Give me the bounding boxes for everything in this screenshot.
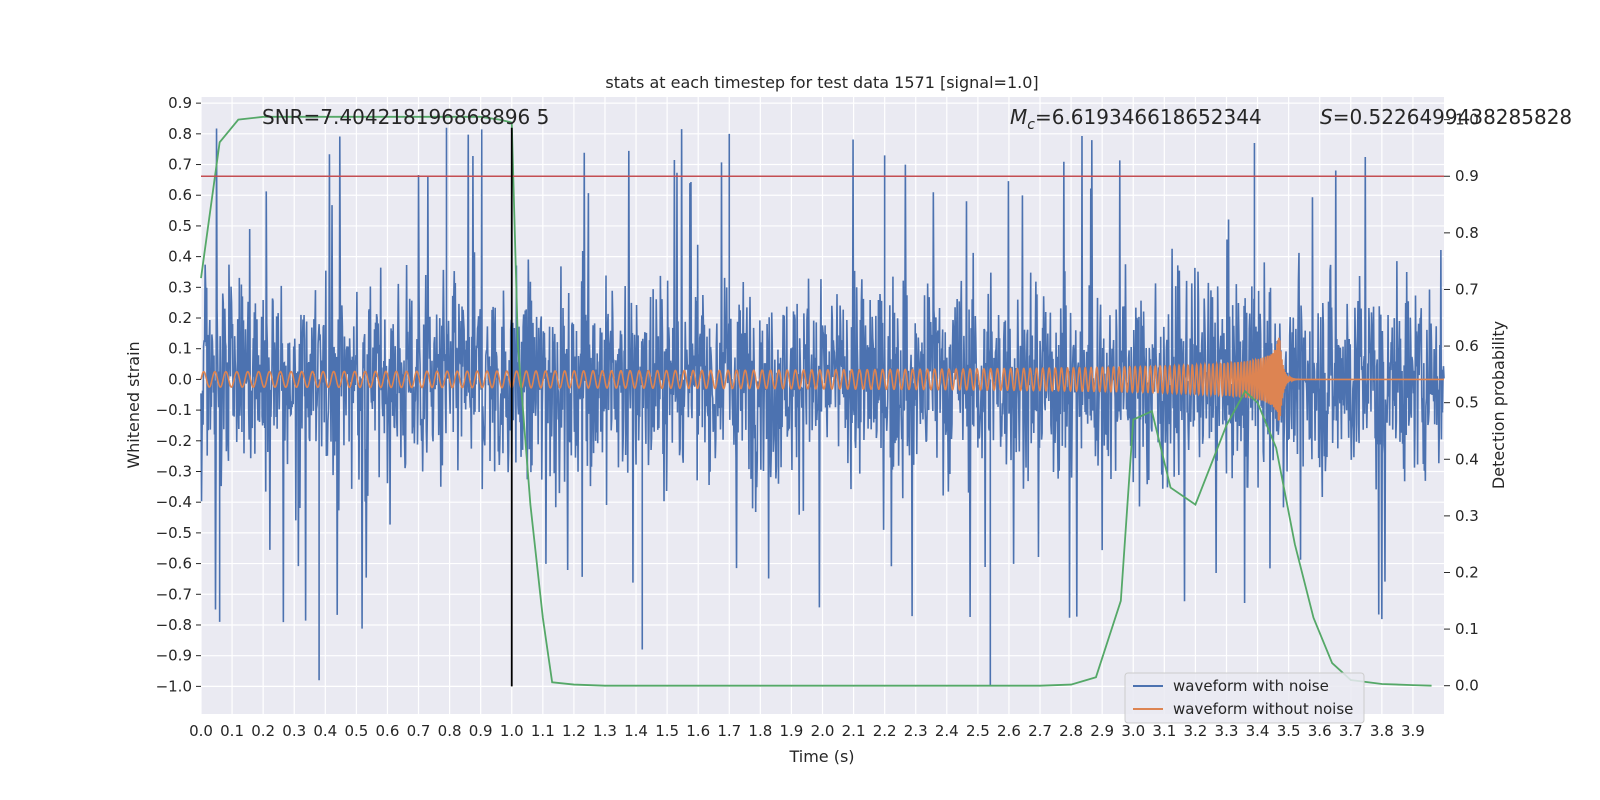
- snr-annotation: SNR=7.404218196868896 5: [262, 105, 549, 129]
- x-tick-label: 0.3: [282, 722, 306, 740]
- y-tick-label: −0.7: [156, 585, 192, 603]
- chirp-mass-value: =6.619346618652344: [1035, 105, 1262, 129]
- spin-value: =0.5226499438285828: [1333, 105, 1572, 129]
- x-tick-label: 1.1: [531, 722, 555, 740]
- y2-tick-label: 0.7: [1455, 280, 1479, 298]
- x-tick-label: 3.3: [1215, 722, 1239, 740]
- x-tick-label: 0.5: [344, 722, 368, 740]
- x-tick-label: 1.9: [779, 722, 803, 740]
- x-tick-label: 3.5: [1277, 722, 1301, 740]
- x-tick-label: 2.8: [1059, 722, 1083, 740]
- x-tick-label: 0.6: [376, 722, 400, 740]
- x-tick-label: 2.0: [811, 722, 835, 740]
- detection-probability-line: [200, 115, 1432, 687]
- x-tick-label: 0.0: [189, 722, 213, 740]
- y-tick-label: 0.2: [168, 309, 192, 327]
- y-tick-label: −0.4: [156, 493, 192, 511]
- marker-lines: [201, 127, 1444, 687]
- grid: [200, 97, 1444, 714]
- x-tick-label: 0.4: [313, 722, 337, 740]
- x-tick-label: 1.7: [717, 722, 741, 740]
- chirp-mass-subscript: c: [1027, 117, 1035, 133]
- x-tick-label: 0.9: [469, 722, 493, 740]
- x-tick-label: 2.3: [904, 722, 928, 740]
- y2-tick-label: 0.2: [1455, 563, 1479, 581]
- x-tick-label: 3.4: [1246, 722, 1270, 740]
- series-waveform-with-noise: [200, 127, 1445, 687]
- y2-tick-label: 0.4: [1455, 450, 1479, 468]
- spin-annotation: S=0.5226499438285828: [1320, 105, 1572, 129]
- x-tick-label: 1.6: [686, 722, 710, 740]
- x-axis-label: Time (s): [788, 747, 854, 766]
- x-tick-label: 0.7: [407, 722, 431, 740]
- x-tick-label: 0.2: [251, 722, 275, 740]
- y-tick-label: −0.9: [156, 647, 192, 665]
- x-tick-label: 2.9: [1090, 722, 1114, 740]
- x-axis-ticks: 0.0 0.1 0.2 0.3 0.4 0.5 0.6 0.7 0.8 0.9 1.0 1.1 1.2 1…: [189, 722, 1425, 740]
- y2-axis-label: Detection probability: [1489, 321, 1508, 489]
- y2-tick-label: 1.0: [1455, 111, 1479, 129]
- legend-box: [1124, 672, 1365, 724]
- x-tick-label: 2.7: [1028, 722, 1052, 740]
- y2-tick-label: 0.0: [1455, 677, 1479, 695]
- y2-tick-label: 0.3: [1455, 507, 1479, 525]
- x-tick-label: 3.1: [1152, 722, 1176, 740]
- x-tick-label: 3.6: [1308, 722, 1332, 740]
- y-tick-label: 0.9: [168, 94, 192, 112]
- spin-symbol: S: [1320, 105, 1333, 129]
- y-tick-label: 0.5: [168, 217, 192, 235]
- x-tick-label: 3.7: [1339, 722, 1363, 740]
- x-tick-label: 1.2: [562, 722, 586, 740]
- y-tick-label: −0.5: [156, 524, 192, 542]
- noisy-waveform-line: [200, 127, 1445, 687]
- x-tick-label: 2.6: [997, 722, 1021, 740]
- series-waveform-without-noise: [200, 337, 1444, 421]
- y-tick-label: 0.1: [168, 340, 192, 358]
- x-tick-label: 1.3: [593, 722, 617, 740]
- y-tick-label: −0.1: [156, 401, 192, 419]
- x-tick-label: 3.2: [1183, 722, 1207, 740]
- x-tick-label: 1.5: [655, 722, 679, 740]
- x-tick-label: 3.8: [1370, 722, 1394, 740]
- x-tick-label: 1.4: [624, 722, 648, 740]
- y-tick-label: 0.7: [168, 156, 192, 174]
- y-axis-label: Whitened strain: [124, 341, 143, 468]
- x-tick-label: 3.9: [1401, 722, 1425, 740]
- y-tick-label: 0.4: [168, 248, 192, 266]
- y-tick-label: 0.0: [168, 370, 192, 388]
- clean-waveform-line: [200, 337, 1444, 421]
- y2-tick-label: 0.6: [1455, 337, 1479, 355]
- y2-tick-label: 0.1: [1455, 620, 1479, 638]
- x-tick-label: 2.1: [842, 722, 866, 740]
- y-tick-label: −0.2: [156, 432, 192, 450]
- x-tick-label: 1.8: [748, 722, 772, 740]
- chart-title: stats at each timestep for test data 157…: [605, 73, 1038, 92]
- y-tick-label: 0.3: [168, 278, 192, 296]
- y-tick-label: 0.6: [168, 186, 192, 204]
- y-tick-label: −0.6: [156, 555, 192, 573]
- x-tick-label: 3.0: [1121, 722, 1145, 740]
- x-tick-label: 2.5: [966, 722, 990, 740]
- y2-tick-label: 0.9: [1455, 167, 1479, 185]
- chirp-mass-symbol: M: [1010, 105, 1027, 129]
- legend-label-clean: waveform without noise: [1173, 700, 1353, 718]
- y-tick-label: −0.8: [156, 616, 192, 634]
- y2-tick-label: 0.8: [1455, 224, 1479, 242]
- chirp-mass-annotation: Mc=6.619346618652344: [1010, 105, 1262, 133]
- y-tick-label: −1.0: [156, 677, 192, 695]
- x-tick-label: 0.8: [438, 722, 462, 740]
- x-tick-label: 1.0: [500, 722, 524, 740]
- y2-tick-label: 0.5: [1455, 394, 1479, 412]
- y2-axis-ticks: 1.0 0.9 0.8 0.7 0.6 0.5 0.4 0.3 0.2 0.1 0.0: [1444, 111, 1479, 695]
- y-tick-label: −0.3: [156, 462, 192, 480]
- legend-label-noisy: waveform with noise: [1173, 677, 1329, 695]
- y-axis-ticks: 0.9 0.8 0.7 0.6 0.5 0.4 0.3 0.2 0.1 0.0 −0.1 −0.2 −0…: [156, 94, 201, 695]
- y-tick-label: 0.8: [168, 125, 192, 143]
- x-tick-label: 0.1: [220, 722, 244, 740]
- series-detection-probability: [200, 115, 1432, 687]
- x-tick-label: 2.2: [873, 722, 897, 740]
- legend: waveform with noise waveform without noi…: [1124, 672, 1365, 724]
- x-tick-label: 2.4: [935, 722, 959, 740]
